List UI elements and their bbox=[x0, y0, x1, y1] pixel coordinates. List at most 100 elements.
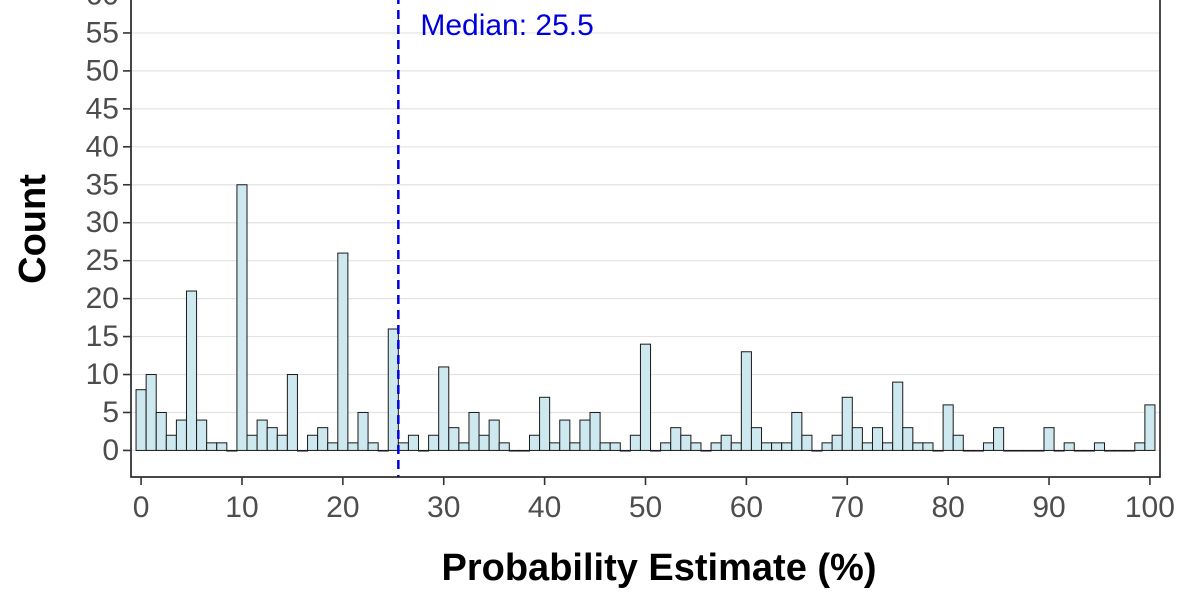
x-axis: 0 10 20 30 40 50 60 70 80 90 100 bbox=[133, 477, 1175, 524]
x-tick-label: 90 bbox=[1032, 491, 1065, 524]
histogram-bar bbox=[518, 449, 530, 452]
histogram-bar bbox=[892, 381, 904, 451]
y-tick-label: 30 bbox=[86, 206, 119, 239]
y-tick-label: 40 bbox=[86, 130, 119, 163]
x-tick-label: 40 bbox=[528, 491, 561, 524]
histogram-bar bbox=[942, 404, 954, 451]
histogram-bar bbox=[337, 252, 349, 451]
y-axis-title: Count bbox=[12, 174, 54, 284]
y-tick-label: 50 bbox=[86, 54, 119, 87]
histogram-bar bbox=[690, 442, 702, 451]
histogram-bar bbox=[720, 434, 732, 451]
histogram-bar bbox=[1013, 449, 1025, 452]
histogram-bar bbox=[740, 351, 752, 451]
histogram-bar bbox=[367, 442, 379, 451]
histogram-bar bbox=[347, 442, 359, 451]
histogram-bar bbox=[357, 411, 369, 451]
histogram-bar bbox=[377, 449, 389, 452]
histogram-bar bbox=[700, 449, 712, 452]
x-tick-label: 20 bbox=[326, 491, 359, 524]
histogram-bar bbox=[448, 427, 460, 451]
histogram-bar bbox=[569, 442, 581, 451]
x-tick-label: 60 bbox=[730, 491, 763, 524]
histogram-bar bbox=[962, 449, 974, 452]
histogram-bar bbox=[1114, 449, 1126, 452]
histogram-bar bbox=[1033, 449, 1045, 452]
histogram-bar bbox=[972, 449, 984, 452]
histogram-bar bbox=[1063, 442, 1075, 451]
histogram-bar bbox=[397, 442, 409, 451]
histogram-bar bbox=[407, 434, 420, 451]
y-tick-label: 20 bbox=[86, 282, 119, 315]
histogram-bar bbox=[579, 419, 591, 451]
x-axis-title: Probability Estimate (%) bbox=[442, 547, 877, 589]
histogram-bar bbox=[851, 427, 863, 451]
histogram-bar bbox=[488, 419, 500, 451]
histogram-bar bbox=[428, 434, 440, 451]
histogram-bar bbox=[871, 427, 884, 451]
histogram-bar bbox=[791, 411, 803, 451]
y-tick-label: 10 bbox=[86, 358, 119, 391]
histogram-bar bbox=[639, 343, 652, 451]
histogram-bar bbox=[1124, 449, 1136, 452]
x-tick-label: 80 bbox=[931, 491, 964, 524]
x-tick-label: 10 bbox=[225, 491, 258, 524]
histogram-bar bbox=[307, 434, 319, 451]
histogram-bar bbox=[478, 434, 490, 451]
histogram-bar bbox=[781, 442, 793, 451]
y-tick-label: 25 bbox=[86, 244, 119, 277]
y-tick-label: 15 bbox=[86, 320, 119, 353]
y-tick-label: 5 bbox=[102, 396, 119, 429]
histogram-bar bbox=[922, 442, 934, 451]
histogram-bar bbox=[549, 442, 561, 451]
histogram-bar bbox=[438, 366, 450, 451]
histogram-bar bbox=[327, 442, 339, 451]
y-tick-label: 60 bbox=[86, 0, 119, 12]
histogram-bar bbox=[468, 411, 480, 451]
histogram-bar bbox=[206, 442, 218, 451]
histogram-bar bbox=[609, 442, 621, 451]
histogram-bar bbox=[811, 449, 823, 452]
histogram-bar bbox=[670, 427, 682, 451]
histogram-bar bbox=[286, 374, 298, 451]
histogram-bar bbox=[680, 434, 692, 451]
histogram-bar bbox=[660, 442, 672, 451]
histogram-bar bbox=[246, 434, 258, 451]
histogram-bar bbox=[135, 389, 147, 451]
histogram-bar bbox=[155, 411, 167, 451]
histogram-bar bbox=[982, 442, 995, 451]
histogram-bar bbox=[801, 434, 813, 451]
histogram-bar bbox=[458, 442, 470, 451]
histogram-bar bbox=[952, 434, 964, 451]
histogram-bar bbox=[296, 449, 309, 452]
y-axis: 0 5 10 15 20 25 30 35 40 45 50 55 60 bbox=[86, 0, 131, 467]
histogram-bar bbox=[619, 449, 631, 452]
histogram-bar bbox=[226, 449, 238, 452]
histogram-bar bbox=[236, 184, 248, 451]
histogram-bar bbox=[387, 328, 399, 451]
histogram-bar bbox=[418, 449, 430, 452]
histogram-bar bbox=[912, 442, 924, 451]
histogram-bar bbox=[1003, 449, 1015, 452]
histogram-bar bbox=[317, 427, 329, 451]
x-tick-label: 30 bbox=[427, 491, 460, 524]
histogram-bar bbox=[165, 434, 177, 451]
histogram-bar bbox=[276, 434, 288, 451]
histogram-bar bbox=[508, 449, 520, 452]
histogram-bar bbox=[216, 442, 228, 451]
histogram-bar bbox=[882, 442, 894, 451]
histogram-bar bbox=[1104, 449, 1116, 452]
histogram-bar bbox=[589, 411, 601, 451]
histogram-bar bbox=[629, 434, 641, 451]
x-tick-label: 0 bbox=[133, 491, 150, 524]
histogram-bar bbox=[1134, 442, 1146, 451]
x-tick-label: 100 bbox=[1125, 491, 1175, 524]
histogram-bar bbox=[861, 442, 873, 451]
histogram-bar bbox=[831, 434, 843, 451]
histogram-bar bbox=[196, 419, 208, 451]
histogram-bar bbox=[650, 449, 662, 452]
histogram-bar bbox=[932, 449, 944, 452]
histogram-bar bbox=[559, 419, 571, 451]
histogram-bar bbox=[902, 427, 914, 451]
